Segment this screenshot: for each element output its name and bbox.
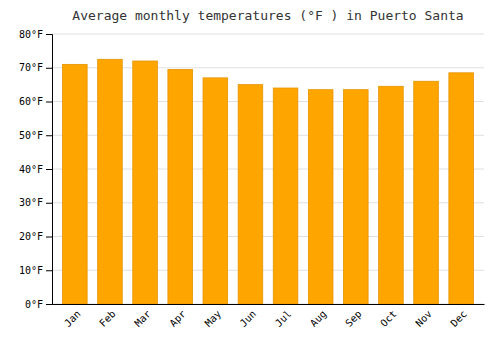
- bar: [98, 59, 123, 304]
- tick: 40°F: [19, 164, 52, 175]
- bars: [63, 59, 474, 304]
- bar: [168, 69, 193, 304]
- axis-line: [53, 304, 485, 305]
- title: Average monthly temperatures (°F ) in Pu…: [72, 8, 463, 23]
- tick-label: Feb: [97, 308, 118, 329]
- tick: May: [203, 308, 224, 329]
- plot: 0°F 10°F 20°F 30°F 40°F 50°F 60°F 70°F 80°F Jan Fe…: [19, 29, 485, 329]
- tick-label: 30°F: [19, 197, 43, 208]
- tick: 70°F: [19, 62, 52, 73]
- tick: 60°F: [19, 96, 52, 107]
- tick-mark: [46, 102, 52, 103]
- axis-line: [46, 35, 53, 305]
- grid: [52, 34, 484, 304]
- bar: [449, 73, 474, 304]
- tick: Jan: [62, 308, 83, 329]
- tick: Oct: [378, 308, 399, 329]
- tick-label: 40°F: [19, 164, 43, 175]
- tick: 80°F: [19, 29, 52, 40]
- tick-label: Jan: [62, 308, 83, 329]
- bar: [273, 88, 298, 304]
- tick-label: Sep: [343, 308, 364, 329]
- tick-mark: [46, 34, 52, 35]
- tick: 10°F: [19, 265, 52, 276]
- tick: 50°F: [19, 130, 52, 141]
- chart: 0°F 10°F 20°F 30°F 40°F 50°F 60°F 70°F 80°F Jan Fe…: [0, 0, 500, 350]
- tick-label: Nov: [413, 308, 434, 329]
- tick: Apr: [167, 308, 188, 329]
- tick-label: Oct: [378, 308, 399, 329]
- tick-label: 70°F: [19, 62, 43, 73]
- x-axis: Jan Feb Mar Apr May Jun Jul Aug Sep Oct Nov Dec: [53, 305, 485, 329]
- tick-mark: [46, 270, 52, 271]
- tick-label: Dec: [448, 308, 469, 329]
- bar: [238, 85, 263, 304]
- bar: [344, 90, 369, 304]
- tick: Mar: [132, 308, 153, 329]
- tick-label: 20°F: [19, 231, 43, 242]
- bar: [414, 81, 439, 304]
- tick-mark: [46, 135, 52, 136]
- tick-label: Mar: [132, 308, 153, 329]
- bar: [133, 61, 158, 304]
- tick-label: Jun: [238, 308, 259, 329]
- tick-mark: [46, 68, 52, 69]
- tick-label: Aug: [308, 308, 329, 329]
- tick: Nov: [413, 308, 434, 329]
- tick: 20°F: [19, 231, 52, 242]
- tick: Sep: [343, 308, 364, 329]
- tick: Jul: [273, 308, 294, 329]
- bar: [63, 64, 88, 304]
- tick-mark: [46, 203, 52, 204]
- tick-label: 0°F: [25, 299, 43, 310]
- tick-label: 50°F: [19, 130, 43, 141]
- bar: [379, 86, 404, 304]
- tick: 0°F: [25, 299, 52, 310]
- tick: Feb: [97, 308, 118, 329]
- tick: Aug: [308, 308, 329, 329]
- tick-label: 10°F: [19, 265, 43, 276]
- tick-mark: [46, 169, 52, 170]
- tick-label: May: [203, 308, 224, 329]
- y-axis: 0°F 10°F 20°F 30°F 40°F 50°F 60°F 70°F 80°F: [19, 29, 53, 310]
- tick-label: 80°F: [19, 29, 43, 40]
- tick-label: Jul: [273, 308, 294, 329]
- tick-mark: [46, 237, 52, 238]
- tick: 30°F: [19, 197, 52, 208]
- tick-label: 60°F: [19, 96, 43, 107]
- tick: Jun: [238, 308, 259, 329]
- bar: [308, 90, 333, 304]
- grid-line: [52, 34, 484, 35]
- tick-label: Apr: [167, 308, 188, 329]
- bar: [203, 78, 228, 304]
- tick: Dec: [448, 308, 469, 329]
- tick-mark: [46, 304, 52, 305]
